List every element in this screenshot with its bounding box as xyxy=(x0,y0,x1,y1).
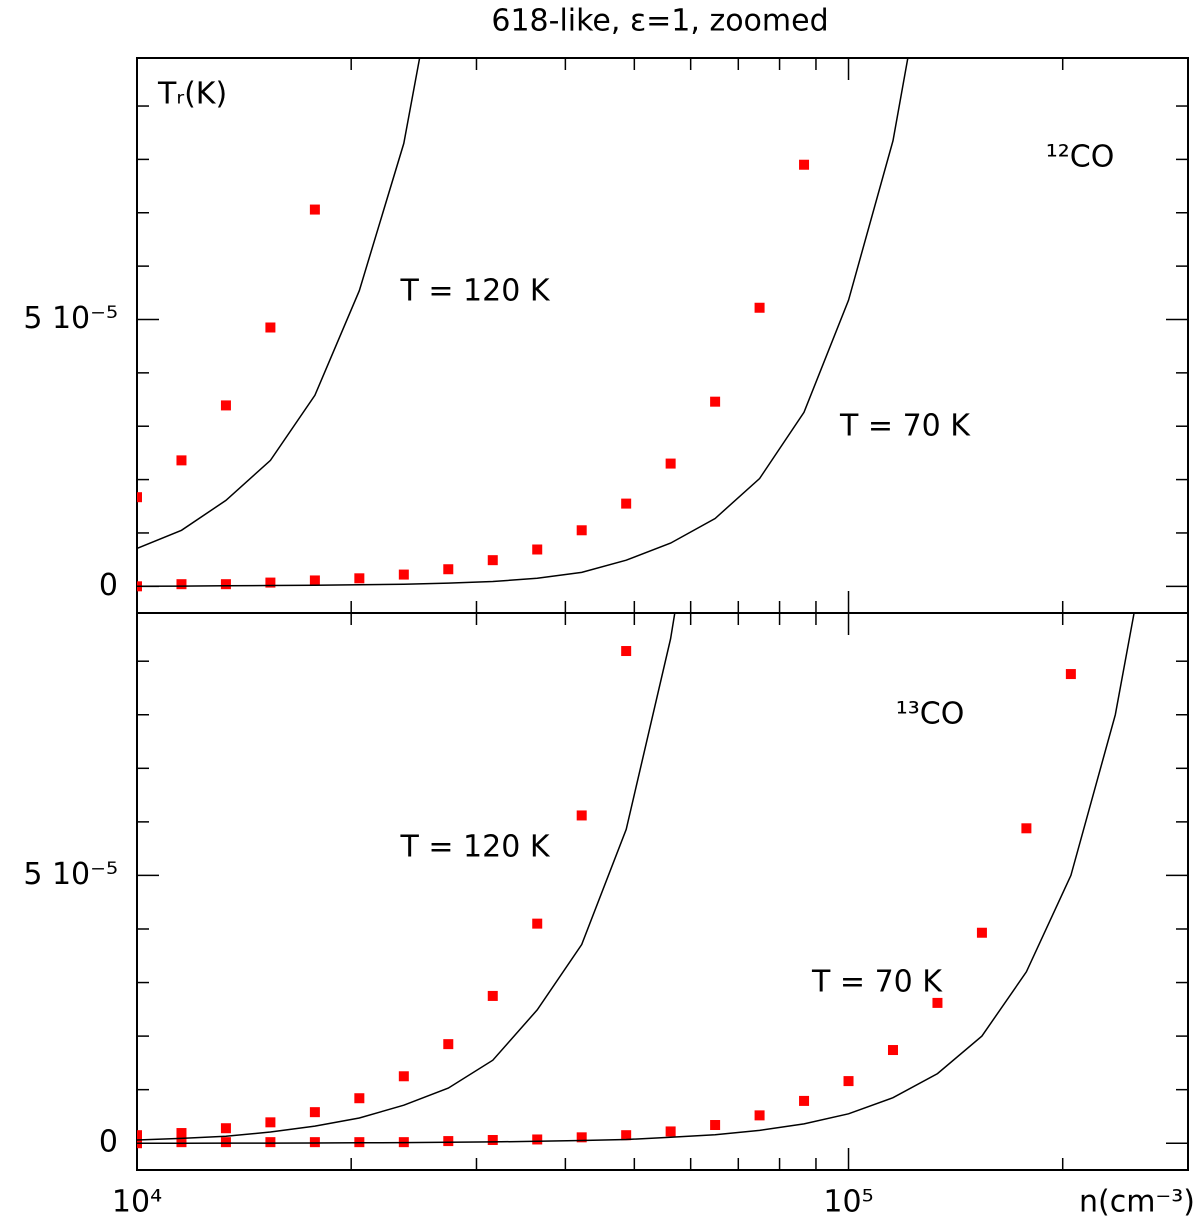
data-point xyxy=(843,1076,854,1087)
data-point xyxy=(220,400,231,411)
x-axis-label: n(cm⁻³) xyxy=(1079,1185,1195,1220)
data-point xyxy=(754,302,765,313)
data-point xyxy=(137,1130,142,1141)
data-point xyxy=(443,1136,454,1147)
data-point xyxy=(754,1110,765,1121)
plot-area xyxy=(137,58,909,592)
annotation: T = 70 K xyxy=(839,409,971,444)
data-point xyxy=(887,1045,898,1056)
annotation: T = 120 K xyxy=(399,830,550,865)
data-point xyxy=(265,322,276,333)
data-point xyxy=(309,1107,320,1118)
data-point xyxy=(176,1137,187,1148)
data-point xyxy=(576,1132,587,1143)
chart-title: 618-like, ε=1, zoomed xyxy=(491,4,828,39)
data-point xyxy=(487,555,498,566)
y-axis-label: Tᵣ(K) xyxy=(157,77,227,112)
y-tick-label: 0 xyxy=(99,1125,118,1160)
data-point xyxy=(176,1128,187,1139)
data-point xyxy=(398,569,409,580)
curve xyxy=(137,613,1135,1144)
data-point xyxy=(398,1071,409,1082)
data-point xyxy=(710,1120,721,1131)
data-point xyxy=(176,455,187,466)
data-point xyxy=(309,204,320,215)
plot-frame xyxy=(136,612,1189,1171)
data-point xyxy=(932,997,943,1008)
data-point xyxy=(621,1130,632,1141)
plot-frame xyxy=(136,57,1189,614)
plot-area xyxy=(137,613,1135,1149)
data-point xyxy=(1021,823,1032,834)
data-point xyxy=(487,1135,498,1146)
data-point xyxy=(354,1093,365,1104)
y-tick-label: 0 xyxy=(99,568,118,603)
x-tick-label: 10⁵ xyxy=(823,1185,873,1220)
annotation: T = 120 K xyxy=(399,274,550,309)
data-point xyxy=(532,918,543,929)
data-point xyxy=(265,1137,276,1148)
data-point xyxy=(532,544,543,555)
y-tick-label: 5 10⁻⁵ xyxy=(23,301,118,336)
data-point xyxy=(976,927,987,938)
annotation: T = 70 K xyxy=(811,965,943,1000)
curve xyxy=(137,58,421,550)
data-point xyxy=(799,1095,810,1106)
data-point xyxy=(576,525,587,536)
annotation: ¹³CO xyxy=(896,697,965,732)
data-point xyxy=(137,492,142,503)
data-point xyxy=(621,646,632,657)
data-point xyxy=(665,1126,676,1137)
data-point xyxy=(176,579,187,590)
data-point xyxy=(309,1137,320,1148)
curve xyxy=(137,58,909,588)
data-point xyxy=(487,990,498,1001)
data-point xyxy=(220,579,231,590)
data-point xyxy=(1065,669,1076,680)
data-point xyxy=(443,1039,454,1050)
data-point xyxy=(532,1134,543,1145)
data-point xyxy=(265,577,276,588)
data-point xyxy=(220,1137,231,1148)
data-point xyxy=(309,575,320,586)
data-point xyxy=(220,1123,231,1134)
data-point xyxy=(354,573,365,584)
curve xyxy=(137,613,676,1141)
y-tick-label: 5 10⁻⁵ xyxy=(23,857,118,892)
annotation: ¹²CO xyxy=(1046,140,1115,175)
data-point xyxy=(621,498,632,509)
data-point xyxy=(799,159,810,170)
x-tick-label: 10⁴ xyxy=(112,1185,162,1220)
data-point xyxy=(443,564,454,575)
data-point xyxy=(710,396,721,407)
data-point xyxy=(265,1117,276,1128)
data-point xyxy=(576,810,587,821)
data-point xyxy=(665,458,676,469)
